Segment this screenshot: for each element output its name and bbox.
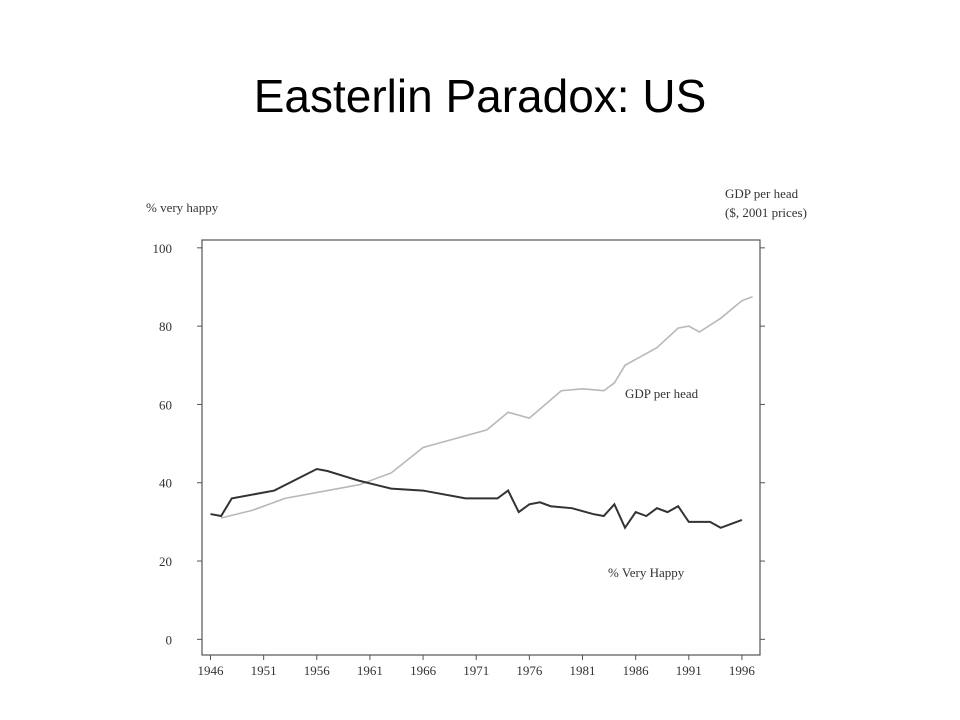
slide-title: Easterlin Paradox: US (254, 70, 707, 122)
y-tick-label: 20 (159, 554, 172, 569)
x-tick-label: 1986 (623, 663, 650, 678)
y-tick-label: 40 (159, 476, 172, 491)
x-tick-label: 1961 (357, 663, 383, 678)
x-tick-label: 1996 (729, 663, 756, 678)
y-tick-label: 60 (159, 397, 172, 412)
y-tick-label: 100 (153, 241, 173, 256)
x-tick-label: 1991 (676, 663, 702, 678)
plot-frame (201, 239, 761, 656)
y2-axis-label: GDP per head (725, 186, 799, 201)
x-tick-label: 1971 (463, 663, 489, 678)
y-tick-label: 0 (166, 632, 173, 647)
series-line (210, 467, 743, 530)
series-label: GDP per head (625, 386, 699, 401)
y-tick-label: 80 (159, 319, 172, 334)
x-tick-label: 1966 (410, 663, 437, 678)
x-tick-label: 1976 (516, 663, 543, 678)
series-label: % Very Happy (608, 565, 685, 580)
x-tick-label: 1946 (198, 663, 225, 678)
x-tick-label: 1951 (251, 663, 277, 678)
series-line (220, 296, 753, 519)
y2-axis-label: ($, 2001 prices) (725, 205, 807, 220)
y-axis-label: % very happy (146, 200, 219, 215)
x-tick-label: 1956 (304, 663, 331, 678)
x-tick-label: 1981 (570, 663, 596, 678)
